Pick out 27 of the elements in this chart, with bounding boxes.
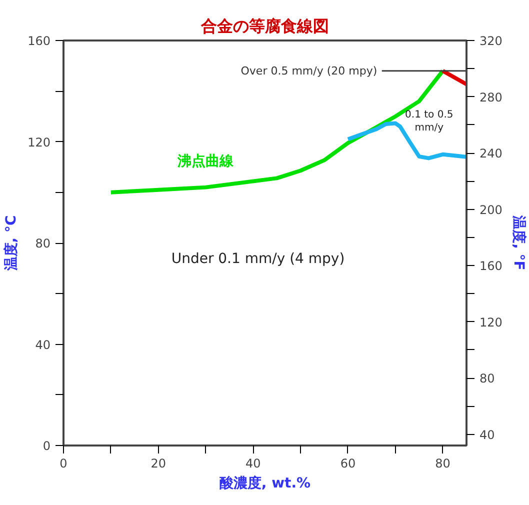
y2-axis-title: 温度, °F [510,214,528,270]
annotation: Under 0.1 mm/y (4 mpy) [171,251,345,268]
x-axis-title: 酸濃度, wt.% [219,474,311,492]
y2-tick-label: 120 [480,315,502,330]
x-tick-label: 20 [150,456,166,470]
x-tick-label: 0 [60,456,68,470]
y-tick-label: 160 [28,34,50,48]
x-tick-label: 40 [246,456,261,470]
y2-tick-label: 320 [480,34,502,48]
annotation: 0.1 to 0.5 mm/y [405,109,454,134]
ref-line-label: Over 0.5 mm/y (20 mpy) [240,64,378,78]
y2-tick-label: 80 [480,372,495,386]
y-tick-label: 120 [28,135,50,150]
y2-tick-label: 160 [480,259,502,273]
y2-tick-label: 40 [480,428,495,442]
x-tick-label: 60 [340,456,356,470]
y2-tick-label: 280 [480,90,502,104]
y-tick-label: 80 [35,236,51,250]
y-axis-title: 温度, °C [2,215,20,272]
y2-tick-label: 240 [480,146,502,160]
series-label: 沸点曲線 [176,154,234,170]
chart-title: 合金の等腐食線図 [200,16,329,36]
y-tick-label: 40 [35,338,51,352]
y2-tick-label: 200 [480,202,502,217]
line-series [346,121,466,160]
x-tick-label: 80 [435,456,450,470]
y-tick-label: 0 [42,439,51,453]
